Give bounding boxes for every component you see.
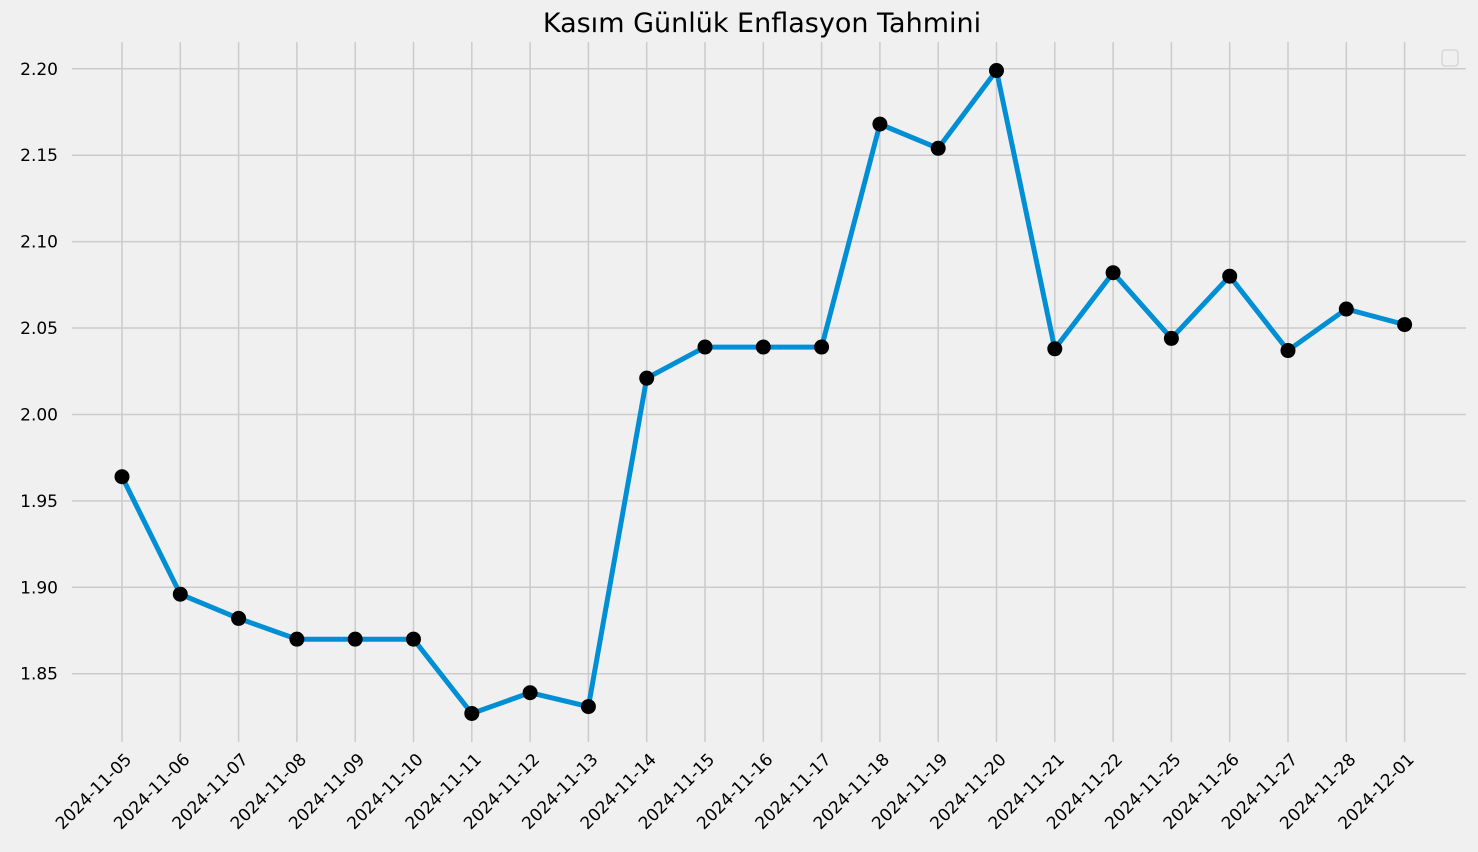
data-point: [231, 610, 247, 626]
chart-title: Kasım Günlük Enflasyon Tahmini: [543, 8, 981, 39]
data-point: [1280, 343, 1296, 359]
y-axis-tick-labels: 1.85 1.90 1.95 2.00 2.05 2.10 2.15 2.20: [20, 60, 58, 685]
data-point: [522, 685, 538, 701]
y-grid: [72, 68, 1466, 675]
data-point: [1105, 265, 1121, 281]
data-point: [1397, 317, 1413, 333]
y-tick-label: 2.10: [20, 233, 58, 253]
data-point: [464, 705, 480, 721]
data-point: [289, 631, 305, 647]
legend: [1441, 49, 1459, 67]
x-grid: [121, 42, 1406, 742]
y-tick-label: 2.20: [20, 60, 58, 80]
data-point: [580, 699, 596, 715]
data-point: [1163, 330, 1179, 346]
y-tick-label: 2.05: [20, 319, 58, 339]
data-point: [755, 339, 771, 355]
data-point: [1222, 268, 1238, 284]
data-point: [1338, 301, 1354, 317]
data-point: [1047, 341, 1063, 357]
y-tick-label: 1.85: [20, 665, 58, 685]
data-point: [814, 339, 830, 355]
data-point: [639, 370, 655, 386]
data-point: [172, 586, 188, 602]
data-point: [697, 339, 713, 355]
y-tick-label: 1.90: [20, 578, 58, 598]
data-point: [347, 631, 363, 647]
data-point: [989, 63, 1004, 79]
y-tick-label: 2.00: [20, 405, 58, 425]
y-tick-label: 1.95: [20, 492, 58, 512]
data-point: [930, 140, 946, 156]
y-tick-label: 2.15: [20, 146, 58, 166]
series-markers: [114, 63, 1413, 721]
data-point: [406, 631, 421, 647]
data-point: [872, 116, 888, 132]
data-point: [114, 469, 130, 485]
